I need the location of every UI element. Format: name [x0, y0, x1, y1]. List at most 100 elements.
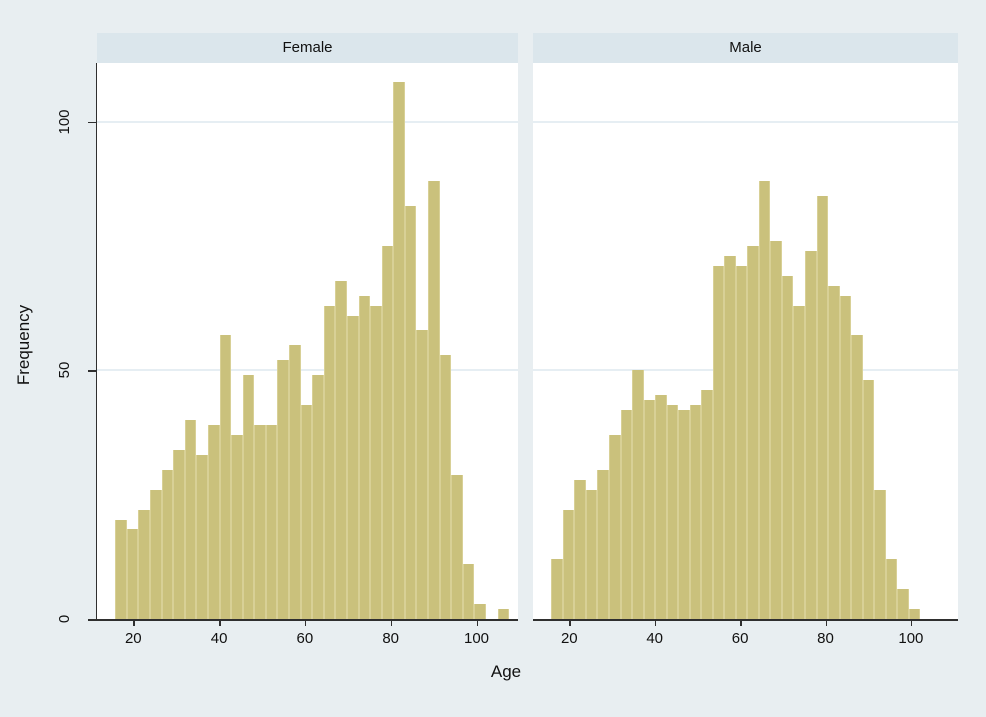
histogram-bar — [428, 181, 440, 619]
x-tick-label: 80 — [817, 630, 834, 647]
x-tick-label: 40 — [646, 630, 664, 647]
x-tick — [390, 620, 393, 626]
histogram-bar — [643, 400, 656, 619]
histogram-bar — [150, 489, 162, 619]
plot-area-female — [97, 63, 518, 619]
histogram-bar — [335, 280, 347, 619]
histogram-bar — [735, 265, 748, 619]
histogram-bar — [585, 489, 598, 619]
histogram-bar — [254, 424, 266, 619]
histogram-bar — [862, 380, 875, 619]
histogram-bar — [770, 240, 782, 619]
x-tick-label: 20 — [560, 630, 578, 647]
histogram-bar — [897, 589, 909, 619]
x-tick-label: 20 — [124, 630, 142, 647]
histogram-bar — [242, 375, 255, 619]
panel-title-male: Male — [729, 39, 762, 56]
histogram-bar — [126, 529, 139, 619]
histogram-bar — [724, 255, 736, 619]
histogram-bar — [793, 305, 805, 619]
histogram-bar — [207, 424, 220, 619]
histogram-bar — [196, 454, 208, 619]
histogram-bar — [689, 405, 702, 619]
x-tick — [740, 620, 742, 626]
x-axis-line — [533, 619, 958, 621]
y-tick — [88, 370, 96, 372]
histogram-bar — [620, 410, 633, 619]
x-axis-title: Age — [490, 662, 522, 681]
histogram-bar — [231, 434, 243, 619]
histogram-bar — [370, 305, 382, 619]
histogram-bar — [908, 609, 921, 619]
histogram-bar — [404, 206, 417, 619]
y-tick — [88, 121, 96, 123]
histogram-bar — [562, 509, 575, 619]
histogram-bar — [300, 405, 313, 619]
histogram-bar — [277, 360, 290, 619]
x-tick — [304, 620, 307, 626]
histogram-bar — [609, 434, 621, 619]
histogram-bar — [574, 479, 586, 619]
histogram-bar — [474, 604, 486, 619]
histogram-bar — [358, 295, 371, 619]
panel-title-female: Female — [282, 39, 333, 56]
y-tick-label: 100 — [56, 108, 73, 135]
x-tick-label: 60 — [731, 630, 749, 647]
x-tick — [569, 620, 571, 626]
y-tick — [88, 619, 96, 621]
x-tick-label: 60 — [296, 630, 314, 647]
histogram-bar — [678, 410, 690, 619]
y-tick-label: 50 — [56, 361, 73, 379]
y-tick-label: 0 — [56, 614, 73, 624]
histogram-bar — [289, 345, 301, 619]
x-tick-label: 80 — [382, 630, 400, 647]
x-tick — [133, 620, 135, 626]
histogram-bar — [828, 285, 840, 619]
histogram-bar — [161, 469, 174, 619]
histogram-bar — [839, 295, 852, 619]
gridline-y-100 — [533, 120, 958, 123]
histogram-bar — [874, 489, 886, 619]
histogram-bar — [655, 395, 667, 619]
histogram-bar — [805, 250, 817, 619]
histogram-bar — [265, 424, 278, 619]
gridline-y-50 — [97, 369, 518, 372]
plot-area-male — [533, 63, 958, 619]
histogram-bar — [381, 245, 394, 619]
x-tick — [654, 620, 657, 626]
panel-header-male: Male — [533, 33, 958, 63]
histogram-bar — [666, 405, 679, 619]
histogram-bar — [497, 609, 510, 619]
histogram-bar — [393, 81, 405, 619]
histogram-bar — [758, 181, 771, 619]
histogram-bar — [851, 335, 863, 619]
histogram-bar — [597, 469, 609, 619]
histogram-bar — [462, 564, 475, 619]
histogram-bar — [184, 420, 197, 619]
x-tick-label: 100 — [898, 630, 924, 647]
histogram-bar — [632, 370, 644, 619]
histogram-bar — [439, 355, 452, 619]
panel-header-female: Female — [97, 33, 518, 63]
x-tick-label: 100 — [463, 630, 490, 647]
y-axis-title: Frequency — [14, 304, 33, 386]
histogram-bar — [451, 474, 463, 619]
x-axis-line — [97, 619, 518, 621]
gridline-y-100 — [97, 120, 518, 123]
x-tick — [910, 620, 913, 626]
histogram-bar — [219, 335, 232, 619]
histogram-bar — [346, 315, 359, 619]
x-tick — [219, 620, 221, 626]
histogram-bar — [312, 375, 324, 619]
x-tick — [476, 620, 478, 626]
histogram-bar — [115, 519, 127, 619]
histogram-bar — [712, 265, 725, 619]
histogram-bar — [701, 390, 713, 619]
histogram-bar — [885, 559, 898, 619]
histogram-bar — [138, 509, 151, 619]
histogram-bar — [816, 196, 829, 619]
histogram-bar — [173, 449, 185, 619]
y-axis-line — [95, 63, 97, 621]
histogram-bar — [551, 559, 563, 619]
